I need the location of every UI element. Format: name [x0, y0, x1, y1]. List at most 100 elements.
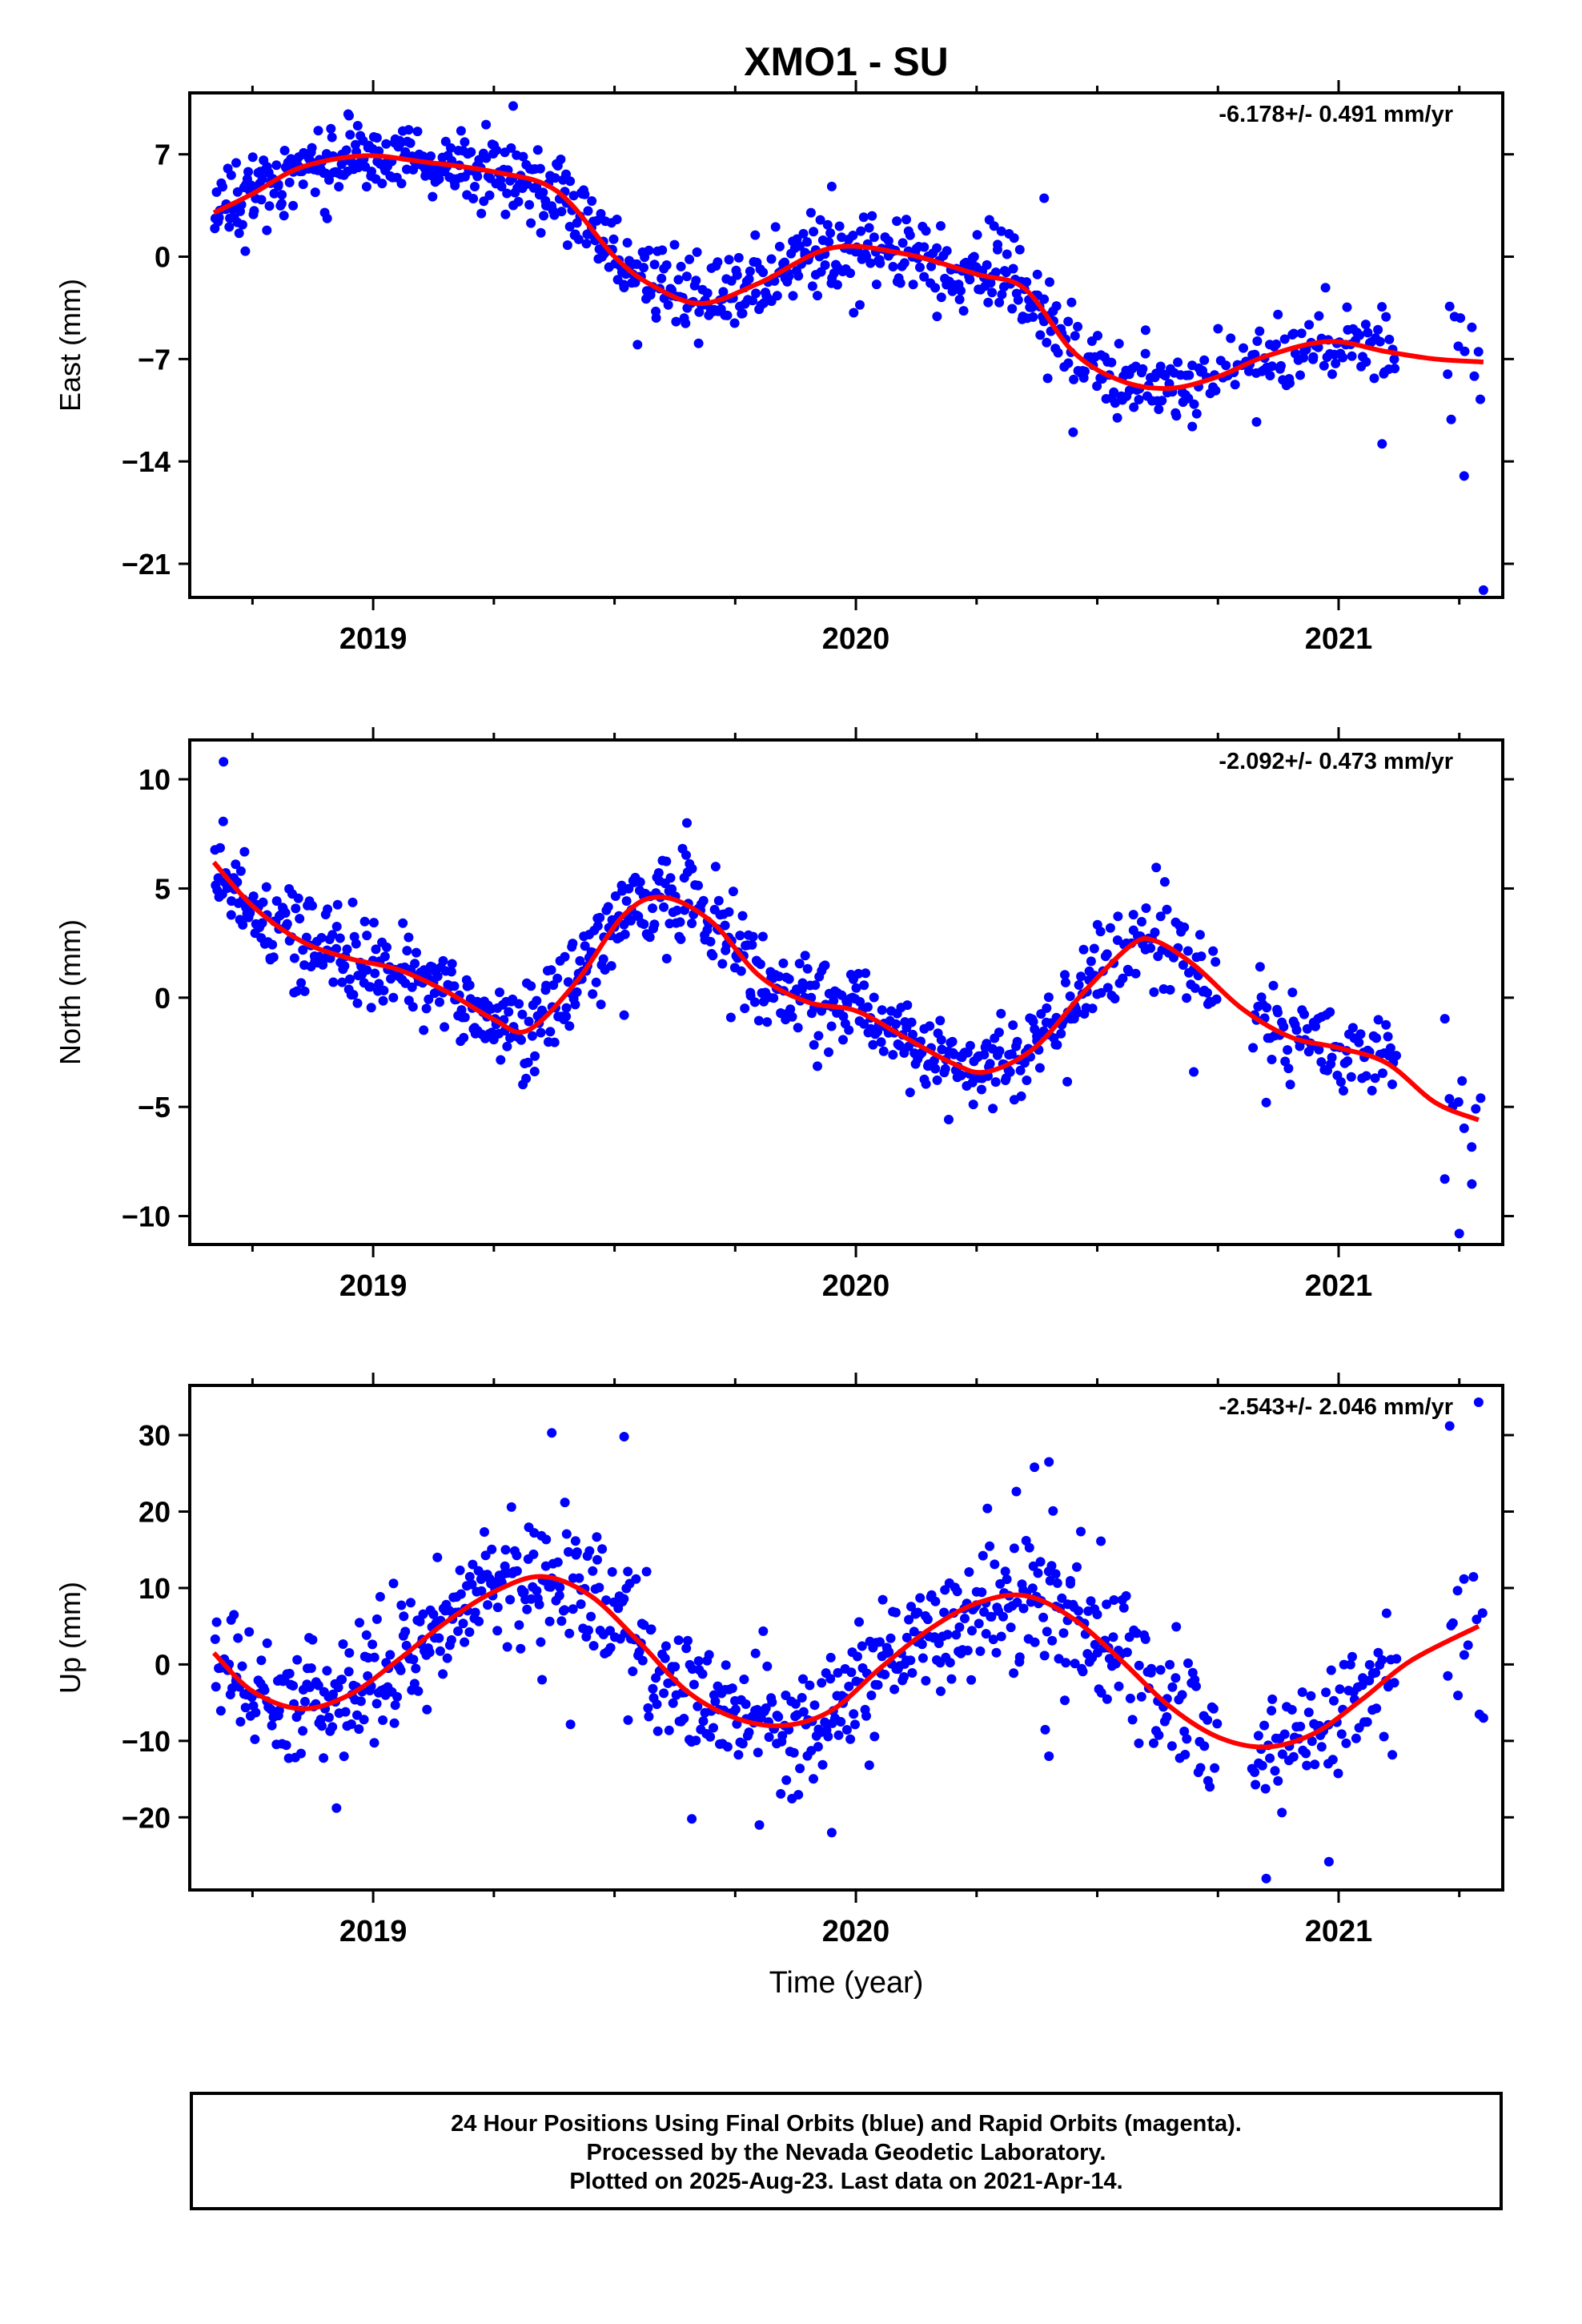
- data-point: [1351, 1733, 1361, 1743]
- data-point: [676, 261, 686, 271]
- data-point: [1034, 1063, 1045, 1073]
- data-point: [652, 1699, 662, 1710]
- y-axis-label: East (mm): [54, 279, 86, 412]
- data-point: [713, 1681, 723, 1691]
- data-point: [351, 139, 360, 150]
- data-point: [648, 903, 657, 914]
- data-point: [713, 257, 723, 267]
- data-point: [307, 901, 317, 911]
- data-point: [517, 1009, 528, 1019]
- data-point: [1087, 1003, 1098, 1014]
- data-point: [1005, 1067, 1015, 1077]
- data-point: [1024, 1542, 1034, 1553]
- data-point: [1134, 395, 1144, 404]
- data-point: [717, 959, 728, 969]
- data-point: [1319, 360, 1329, 371]
- data-point: [856, 226, 866, 236]
- data-point: [1212, 1719, 1223, 1729]
- data-point: [1033, 1568, 1043, 1578]
- data-point: [1114, 339, 1124, 349]
- data-point: [1367, 1085, 1377, 1096]
- x-tick-label: 2020: [822, 622, 890, 656]
- data-point: [400, 1626, 411, 1637]
- data-point: [1154, 1730, 1164, 1740]
- data-point: [838, 1035, 848, 1045]
- data-point: [603, 902, 613, 912]
- data-point: [1288, 1751, 1299, 1762]
- data-point: [1062, 1076, 1073, 1087]
- data-point: [1118, 1602, 1129, 1613]
- data-point: [869, 992, 879, 1003]
- data-point: [876, 1037, 886, 1047]
- data-point: [514, 999, 524, 1009]
- data-point: [1159, 877, 1170, 887]
- data-point: [434, 174, 444, 184]
- data-point: [1253, 1731, 1263, 1741]
- legend-line: 24 Hour Positions Using Final Orbits (bl…: [451, 2111, 1242, 2137]
- data-point: [864, 1760, 874, 1771]
- data-point: [932, 1075, 942, 1085]
- data-point: [892, 216, 902, 227]
- data-point: [1105, 923, 1115, 933]
- data-point: [751, 288, 761, 299]
- data-point: [687, 863, 697, 874]
- data-point: [692, 247, 702, 257]
- data-point: [669, 239, 680, 250]
- data-point: [708, 951, 718, 961]
- data-point: [702, 288, 713, 298]
- data-point: [388, 992, 399, 1003]
- data-point: [1211, 957, 1221, 967]
- data-point: [822, 219, 833, 230]
- data-point: [229, 1610, 239, 1620]
- data-point: [622, 238, 632, 248]
- data-point: [691, 1735, 701, 1746]
- data-point: [621, 896, 632, 907]
- data-point: [1000, 1566, 1010, 1577]
- x-tick-label: 2020: [822, 1269, 890, 1303]
- data-point: [529, 1528, 540, 1538]
- y-tick-label: −20: [122, 1801, 171, 1834]
- data-point: [523, 1057, 533, 1068]
- data-point: [570, 1536, 580, 1546]
- data-point: [508, 101, 518, 111]
- data-point: [1179, 1727, 1190, 1736]
- data-point: [794, 241, 805, 251]
- data-point: [1118, 973, 1128, 983]
- data-point: [675, 917, 685, 927]
- data-point: [419, 1025, 429, 1035]
- data-point: [947, 1036, 958, 1047]
- data-point: [561, 1529, 572, 1539]
- data-point: [291, 903, 301, 914]
- data-point: [993, 239, 1003, 250]
- data-point: [1102, 1694, 1112, 1704]
- data-point: [218, 182, 227, 192]
- data-point: [426, 151, 436, 161]
- data-point: [331, 943, 342, 954]
- data-point: [224, 222, 235, 232]
- data-point: [1478, 1713, 1488, 1723]
- data-point: [1259, 1720, 1270, 1731]
- panel-east: 7 0 −7 −14 −21 2019 2020 2021 East (mm) -6.178+/-…: [54, 80, 1514, 656]
- data-point: [480, 1550, 491, 1561]
- data-point: [565, 1719, 576, 1730]
- data-point: [713, 895, 724, 906]
- data-point: [492, 145, 502, 155]
- data-point: [1443, 369, 1453, 380]
- data-point: [215, 1706, 226, 1716]
- data-point: [749, 997, 760, 1007]
- data-point: [709, 1723, 718, 1733]
- data-point: [580, 189, 590, 199]
- data-point: [584, 1625, 593, 1635]
- data-point: [1251, 1779, 1261, 1790]
- data-point: [797, 1693, 807, 1703]
- data-point: [795, 1763, 805, 1774]
- data-point: [802, 237, 812, 247]
- data-point: [682, 818, 692, 828]
- data-point: [790, 1699, 801, 1709]
- data-point: [1044, 1751, 1054, 1761]
- data-point: [1074, 1606, 1083, 1616]
- data-point: [456, 1589, 466, 1599]
- data-point: [745, 266, 755, 276]
- data-point: [262, 1638, 272, 1648]
- data-point: [227, 1683, 237, 1693]
